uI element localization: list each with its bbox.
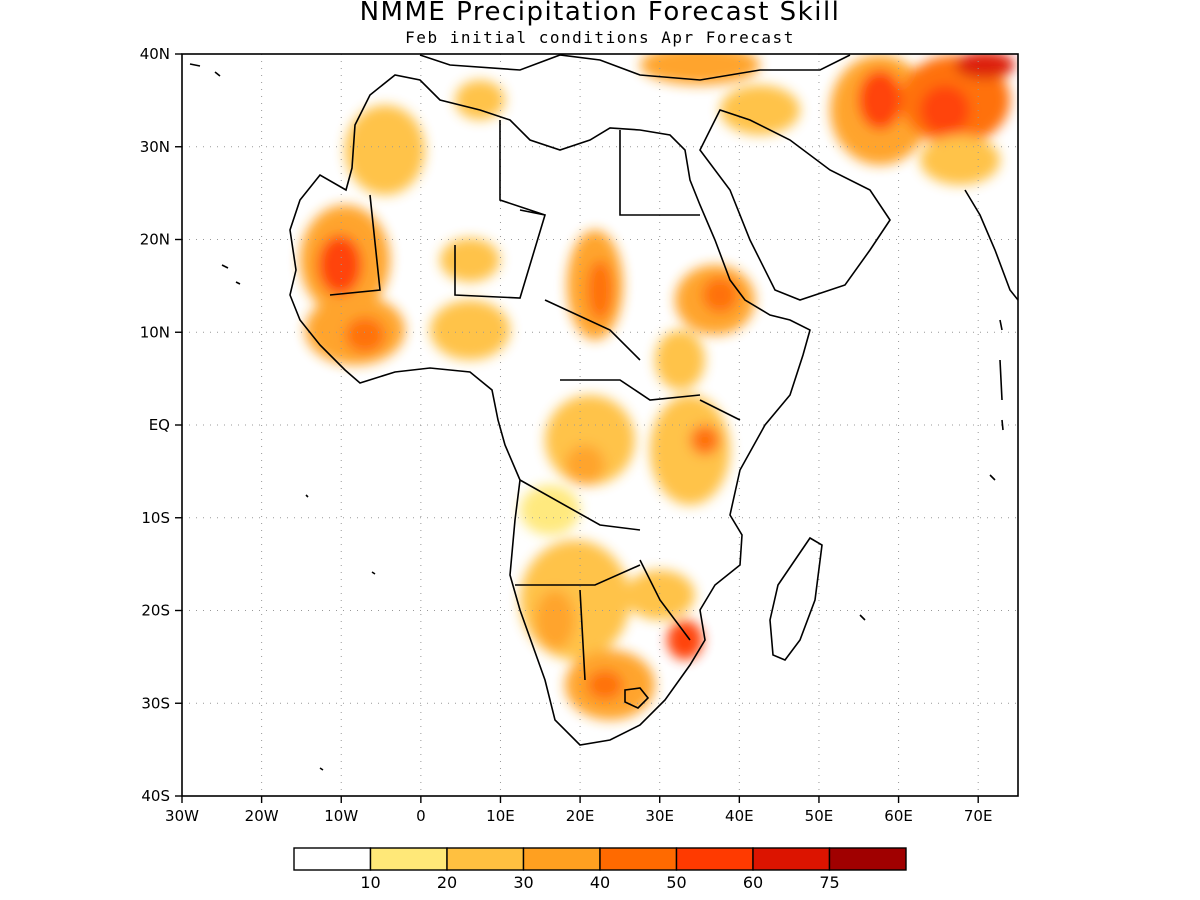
lon-tick-label: 10E: [486, 807, 515, 825]
lat-tick-label: 30S: [141, 694, 170, 712]
colorbar-label: 60: [743, 873, 763, 892]
colorbar-swatch: [446, 847, 525, 871]
colorbar-label: 10: [360, 873, 380, 892]
lon-tick-label: 0: [416, 807, 426, 825]
lon-tick-label: 20W: [245, 807, 279, 825]
lat-tick-label: 40S: [141, 787, 170, 805]
latitude-axis: 40N 30N 20N 10N EQ 10S 20S 30S 40S: [140, 45, 182, 805]
map-subtitle: Feb initial conditions Apr Forecast: [405, 28, 795, 47]
lon-tick-label: 60E: [884, 807, 913, 825]
arabia-coastline: [699, 109, 891, 301]
madagascar-coastline: [769, 536, 823, 661]
colorbar-label: 20: [437, 873, 457, 892]
colorbar-label: 50: [666, 873, 686, 892]
lon-tick-label: 30E: [645, 807, 674, 825]
lat-tick-label: 40N: [140, 45, 170, 63]
colorbar: 10 20 30 40 50 60 75: [293, 847, 907, 892]
coastlines: [189, 54, 1018, 771]
lon-tick-label: 50E: [805, 807, 834, 825]
skill-shading: [300, 54, 1015, 720]
colorbar-label: 40: [590, 873, 610, 892]
india-coastline: [964, 189, 1018, 301]
lat-tick-label: 10N: [140, 323, 170, 341]
lat-tick-label: 30N: [140, 138, 170, 156]
map-title: NMME Precipitation Forecast Skill: [359, 0, 841, 27]
lat-tick-label: 10S: [141, 509, 170, 527]
lon-tick-label: 70E: [964, 807, 993, 825]
colorbar-label: 75: [819, 873, 839, 892]
colorbar-swatch: [599, 847, 678, 871]
lon-tick-label: 30W: [165, 807, 199, 825]
colorbar-swatch: [752, 847, 831, 871]
colorbar-swatch: [828, 847, 907, 871]
lon-tick-label: 10W: [324, 807, 358, 825]
colorbar-swatch: [293, 847, 372, 871]
longitude-axis: 30W 20W 10W 0 10E 20E 30E 40E 50E 60E 70E: [165, 796, 992, 825]
colorbar-label: 30: [513, 873, 533, 892]
colorbar-swatch: [369, 847, 448, 871]
africa-coastline: [289, 74, 811, 746]
lat-tick-label: 20S: [141, 602, 170, 620]
lat-tick-label: 20N: [140, 231, 170, 249]
colorbar-swatch: [522, 847, 601, 871]
graticule: [182, 54, 1018, 796]
lon-tick-label: 20E: [566, 807, 595, 825]
lat-tick-label: EQ: [149, 416, 170, 434]
colorbar-swatch: [675, 847, 754, 871]
lon-tick-label: 40E: [725, 807, 754, 825]
